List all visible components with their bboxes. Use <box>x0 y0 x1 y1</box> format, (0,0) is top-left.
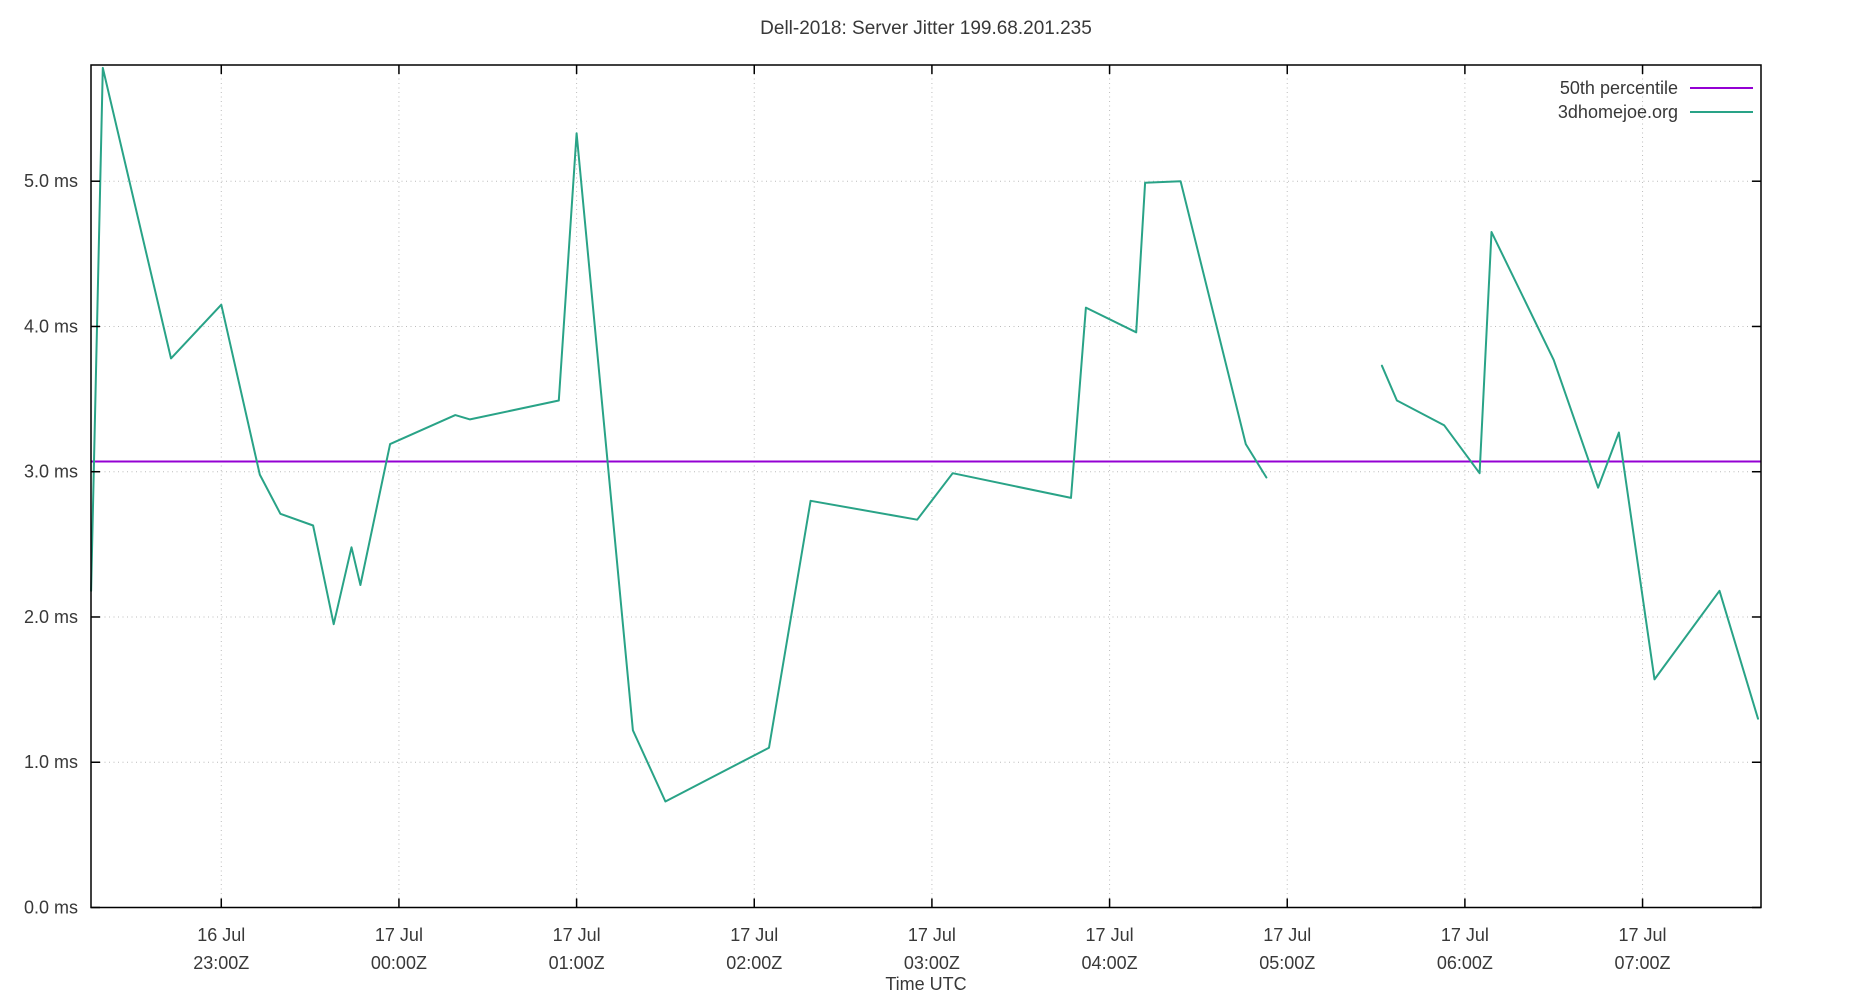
x-tick-time-23:00Z: 23:00Z <box>193 953 249 973</box>
chart-title: Dell-2018: Server Jitter 199.68.201.235 <box>760 18 1092 39</box>
x-tick-date-07:00Z: 17 Jul <box>1619 925 1667 945</box>
tick-label-layer: 0.0 ms 1.0 ms 2.0 ms 3.0 ms 4.0 ms 5.0 ms 16 J… <box>24 171 1671 973</box>
tick-layer <box>91 65 1761 909</box>
y-tick-label-1.0 ms: 1.0 ms <box>24 752 78 772</box>
x-tick-time-00:00Z: 00:00Z <box>371 953 427 973</box>
x-tick-time-02:00Z: 02:00Z <box>726 953 782 973</box>
x-tick-date-02:00Z: 17 Jul <box>730 925 778 945</box>
x-tick-date-01:00Z: 17 Jul <box>553 925 601 945</box>
y-tick-label-4.0 ms: 4.0 ms <box>24 316 78 336</box>
x-tick-time-03:00Z: 03:00Z <box>904 953 960 973</box>
x-tick-date-03:00Z: 17 Jul <box>908 925 956 945</box>
y-tick-label-5.0 ms: 5.0 ms <box>24 171 78 191</box>
series-path-3dhomejoe.org-seg1 <box>90 66 1268 803</box>
legend: 50th percentile 3dhomejoe.org <box>1558 78 1753 122</box>
x-tick-time-01:00Z: 01:00Z <box>549 953 605 973</box>
y-tick-label-2.0 ms: 2.0 ms <box>24 607 78 627</box>
x-tick-date-04:00Z: 17 Jul <box>1086 925 1134 945</box>
grid-layer <box>91 65 1761 908</box>
y-tick-label-3.0 ms: 3.0 ms <box>24 462 78 482</box>
legend-label-50th-percentile: 50th percentile <box>1560 78 1678 98</box>
x-axis-title: Time UTC <box>885 974 966 994</box>
x-tick-date-00:00Z: 17 Jul <box>375 925 423 945</box>
x-tick-date-06:00Z: 17 Jul <box>1441 925 1489 945</box>
series-layer <box>90 66 1761 803</box>
x-tick-date-05:00Z: 17 Jul <box>1263 925 1311 945</box>
x-tick-date-23:00Z: 16 Jul <box>197 925 245 945</box>
plot-border <box>90 64 1762 909</box>
x-tick-time-06:00Z: 06:00Z <box>1437 953 1493 973</box>
x-tick-time-04:00Z: 04:00Z <box>1082 953 1138 973</box>
y-tick-label-0.0 ms: 0.0 ms <box>24 898 78 918</box>
x-tick-time-07:00Z: 07:00Z <box>1615 953 1671 973</box>
legend-label-3dhomejoe: 3dhomejoe.org <box>1558 102 1678 122</box>
x-tick-time-05:00Z: 05:00Z <box>1259 953 1315 973</box>
series-path-3dhomejoe.org-seg2 <box>1380 231 1759 720</box>
